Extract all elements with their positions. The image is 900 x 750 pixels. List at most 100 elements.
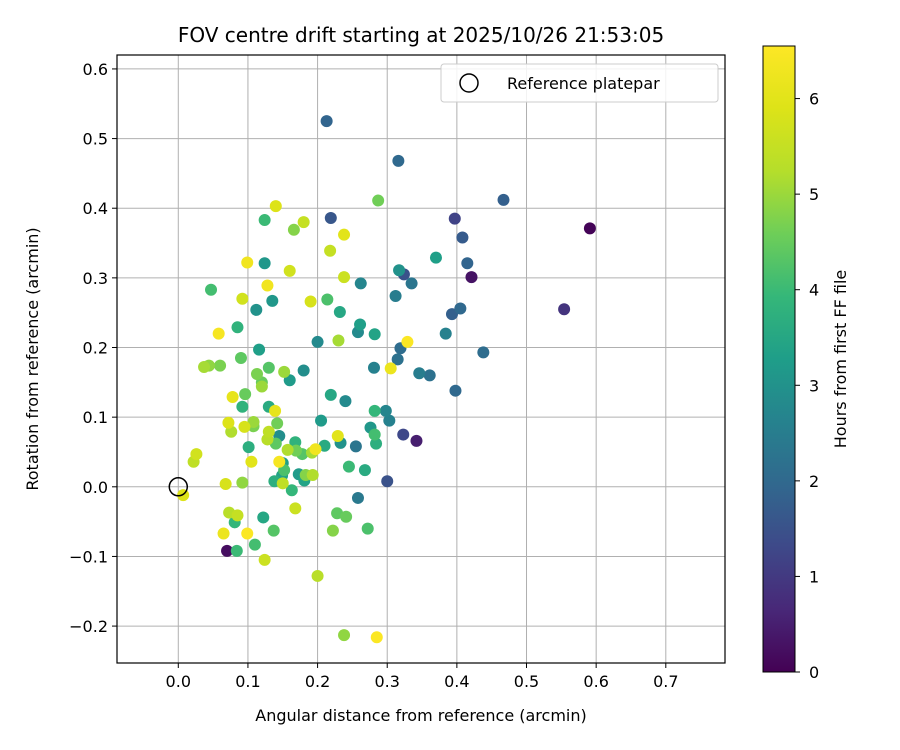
data-point	[583, 222, 596, 235]
x-tick-label: 0.5	[514, 672, 539, 691]
data-point	[439, 327, 452, 340]
x-tick-label: 0.6	[583, 672, 608, 691]
colorbar-tick-label: 0	[809, 663, 819, 682]
data-point	[245, 455, 258, 468]
data-point	[236, 476, 249, 489]
data-point	[391, 353, 404, 366]
y-tick-label: 0.5	[83, 130, 108, 149]
colorbar-tick-label: 6	[809, 90, 819, 109]
data-point	[262, 361, 275, 374]
colorbar-tick-label: 1	[809, 567, 819, 586]
data-point	[257, 511, 270, 524]
y-tick-label: 0.2	[83, 339, 108, 358]
data-point	[333, 305, 346, 318]
data-point	[236, 400, 249, 413]
data-point	[379, 404, 392, 417]
legend: Reference platepar	[440, 63, 719, 103]
data-point	[393, 264, 406, 277]
data-point	[231, 321, 244, 334]
data-point	[370, 631, 383, 644]
y-tick-label: −0.1	[69, 547, 108, 566]
data-point	[230, 544, 243, 557]
data-point	[242, 441, 255, 454]
data-point	[309, 443, 322, 456]
data-point	[370, 437, 383, 450]
data-point	[315, 414, 328, 427]
data-point	[225, 425, 238, 438]
data-point	[332, 334, 345, 347]
data-point	[261, 279, 274, 292]
colorbar-tick-label: 4	[809, 281, 819, 300]
data-point	[278, 365, 291, 378]
data-point	[271, 417, 284, 430]
data-point	[287, 223, 300, 236]
data-point	[331, 507, 344, 520]
legend-entry-reference-platepar: Reference platepar	[507, 74, 660, 93]
data-point	[410, 434, 423, 447]
data-point	[405, 277, 418, 290]
data-point	[448, 212, 461, 225]
data-point	[497, 193, 510, 206]
data-point	[338, 228, 351, 241]
data-point	[367, 361, 380, 374]
data-point	[361, 522, 374, 535]
data-point	[241, 256, 254, 269]
data-point	[289, 502, 302, 515]
x-tick-label: 0.3	[374, 672, 399, 691]
data-point	[297, 216, 310, 229]
data-point	[269, 200, 282, 213]
reference-platepar-marker	[168, 477, 189, 497]
data-point	[429, 251, 442, 264]
data-point	[238, 420, 251, 433]
data-point	[269, 404, 282, 417]
y-axis-ticks: −0.2 −0.1 0.0 0.1 0.2 0.3 0.4 0.5 0.6	[69, 60, 117, 636]
data-point	[354, 318, 367, 331]
legend-box	[440, 63, 719, 103]
data-point	[255, 380, 268, 393]
data-point	[383, 414, 396, 427]
x-tick-label: 0.0	[166, 672, 191, 691]
data-point	[217, 527, 230, 540]
data-point	[285, 484, 298, 497]
x-axis-ticks: 0.0 0.1 0.2 0.3 0.4 0.5 0.6 0.7	[166, 663, 679, 691]
x-tick-label: 0.1	[235, 672, 260, 691]
data-point	[324, 211, 337, 224]
data-point	[413, 367, 426, 380]
colorbar: 0 1 2 3 4 5 6 Hours from first FF file	[762, 45, 850, 682]
x-gridlines	[177, 55, 667, 663]
data-point	[205, 283, 218, 296]
y-tick-label: 0.6	[83, 60, 108, 79]
y-tick-label: −0.2	[69, 617, 108, 636]
y-tick-label: 0.3	[83, 269, 108, 288]
data-point	[239, 388, 252, 401]
colorbar-label: Hours from first FF file	[831, 270, 850, 449]
data-point	[258, 257, 271, 270]
data-point	[465, 271, 478, 284]
data-point	[324, 388, 337, 401]
data-point	[338, 271, 351, 284]
data-point	[331, 429, 344, 442]
y-tick-label: 0.1	[83, 408, 108, 427]
legend-marker-icon	[459, 73, 479, 93]
data-point	[392, 154, 405, 167]
data-point	[266, 294, 279, 307]
data-point	[306, 468, 319, 481]
data-point	[262, 425, 275, 438]
x-tick-label: 0.4	[444, 672, 469, 691]
data-point	[349, 440, 362, 453]
data-point	[311, 335, 324, 348]
data-point	[321, 293, 334, 306]
data-point	[454, 302, 467, 315]
data-point	[354, 277, 367, 290]
data-point	[318, 439, 331, 452]
plot-frame	[116, 54, 726, 664]
data-point	[267, 524, 280, 537]
data-point	[558, 303, 571, 316]
data-point	[250, 303, 263, 316]
data-point	[338, 629, 351, 642]
data-point	[477, 346, 490, 359]
y-axis-label: Rotation from reference (arcmin)	[23, 227, 42, 490]
colorbar-gradient	[762, 45, 796, 673]
data-point	[198, 361, 211, 374]
data-point	[222, 416, 235, 429]
